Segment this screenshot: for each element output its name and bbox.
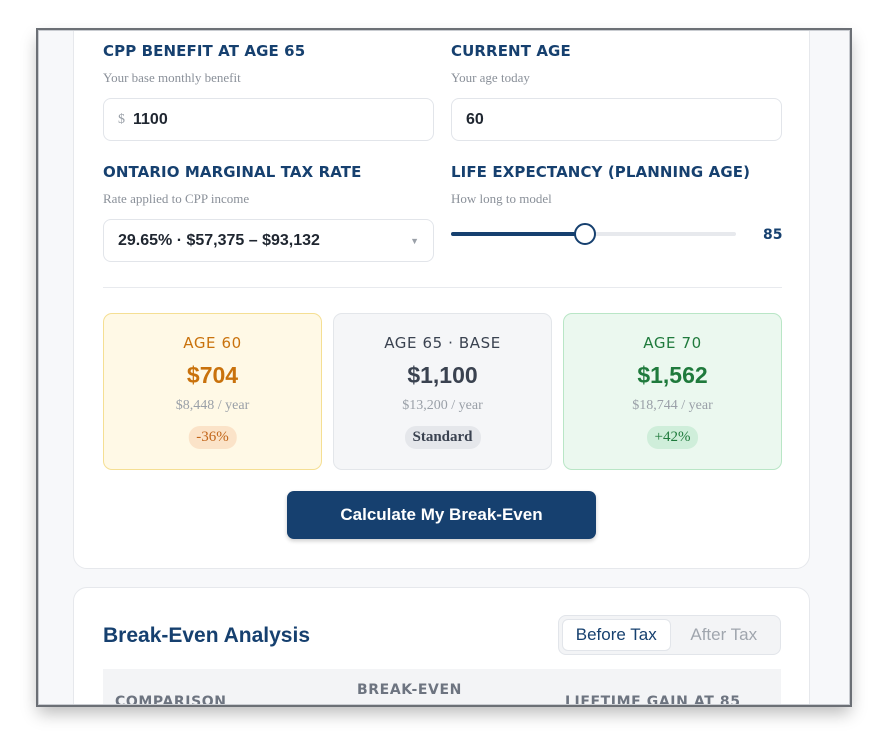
chevron-down-icon: ▼ xyxy=(410,235,419,246)
current-age-label: CURRENT AGE xyxy=(451,42,571,60)
option-title: AGE 65 · BASE xyxy=(384,334,501,352)
tax-rate-value: 29.65% · $57,375 – $93,132 xyxy=(118,231,320,249)
table-header: COMPARISON BREAK-EVEN LIFETIME GAIN AT 8… xyxy=(103,669,781,705)
after-tax-tab[interactable]: After Tax xyxy=(690,625,758,644)
cpp-benefit-hint: Your base monthly benefit xyxy=(103,70,241,85)
current-age-value: 60 xyxy=(466,110,484,128)
option-amount: $1,100 xyxy=(407,362,478,388)
current-age-hint: Your age today xyxy=(451,70,530,85)
current-age-input[interactable]: 60 xyxy=(451,98,782,141)
tax-rate-hint: Rate applied to CPP income xyxy=(103,191,250,206)
life-expectancy-slider[interactable] xyxy=(451,223,736,247)
option-per-year: $18,744 / year xyxy=(632,398,713,413)
option-amount: $1,562 xyxy=(637,362,708,388)
life-expectancy-hint: How long to model xyxy=(451,191,552,206)
tax-rate-select[interactable]: 29.65% · $57,375 – $93,132 ▼ xyxy=(103,219,434,262)
column-header-break-even[interactable]: BREAK-EVEN xyxy=(357,682,462,698)
slider-fill xyxy=(451,232,585,236)
option-badge: +42% xyxy=(646,426,699,449)
column-header-comparison[interactable]: COMPARISON xyxy=(115,694,227,705)
option-card-age-70[interactable]: AGE 70 $1,562 $18,744 / year +42% xyxy=(563,313,782,470)
option-title: AGE 60 xyxy=(183,334,242,352)
analysis-title: Break-Even Analysis xyxy=(103,624,310,647)
option-title: AGE 70 xyxy=(643,334,702,352)
before-tax-tab[interactable]: Before Tax xyxy=(562,619,671,651)
cpp-benefit-input[interactable]: $ 1100 xyxy=(103,98,434,141)
option-badge: Standard xyxy=(404,426,481,449)
tax-rate-label: ONTARIO MARGINAL TAX RATE xyxy=(103,163,362,181)
currency-prefix: $ xyxy=(118,111,125,127)
life-expectancy-value: 85 xyxy=(763,227,783,243)
option-card-age-60[interactable]: AGE 60 $704 $8,448 / year -36% xyxy=(103,313,322,470)
divider xyxy=(103,287,782,288)
option-per-year: $8,448 / year xyxy=(175,398,250,413)
cpp-benefit-value: 1100 xyxy=(133,110,168,128)
app-window: CPP BENEFIT AT AGE 65 Your base monthly … xyxy=(38,30,850,705)
option-badge: -36% xyxy=(188,426,237,449)
option-amount: $704 xyxy=(186,362,239,388)
cpp-benefit-label: CPP BENEFIT AT AGE 65 xyxy=(103,42,306,60)
life-expectancy-label: LIFE EXPECTANCY (PLANNING AGE) xyxy=(451,163,751,181)
option-card-age-65[interactable]: AGE 65 · BASE $1,100 $13,200 / year Stan… xyxy=(333,313,552,470)
slider-thumb[interactable] xyxy=(573,223,596,245)
calculate-button[interactable]: Calculate My Break-Even xyxy=(287,491,596,539)
column-header-lifetime-gain[interactable]: LIFETIME GAIN AT 85 xyxy=(565,694,741,705)
tax-toggle: Before Tax After Tax xyxy=(558,615,781,655)
option-per-year: $13,200 / year xyxy=(402,398,483,413)
